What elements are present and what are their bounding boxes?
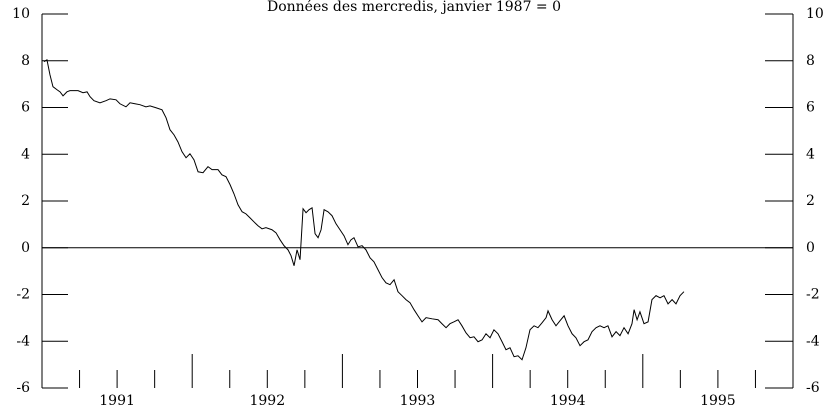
y-tick-label: 2: [21, 193, 30, 209]
y-tick-label: 6: [21, 100, 30, 116]
y-tick-label: 8: [21, 53, 30, 69]
x-tick-label: 1995: [700, 393, 736, 409]
y-tick-label: 0: [21, 240, 30, 256]
y-tick-label: -6: [16, 380, 30, 396]
y2-tick-label: 6: [806, 100, 815, 116]
y2-tick-label: -4: [806, 333, 820, 349]
data-line: [43, 59, 685, 361]
y2-tick-label: -2: [806, 287, 820, 303]
y-tick-label: -2: [16, 287, 30, 303]
x-tick-label: 1992: [249, 393, 285, 409]
x-tick-label: 1994: [550, 393, 586, 409]
y2-tick-label: -6: [806, 380, 820, 396]
x-tick-label: 1993: [400, 393, 436, 409]
chart-title: Données des mercredis, janvier 1987 = 0: [267, 0, 561, 15]
y2-tick-label: 2: [806, 193, 815, 209]
y2-tick-label: 10: [806, 6, 824, 22]
y-tick-label: 4: [21, 146, 30, 162]
y2-tick-label: 4: [806, 146, 815, 162]
y2-tick-label: 8: [806, 53, 815, 69]
y-tick-label: 10: [12, 6, 30, 22]
y2-tick-label: 0: [806, 240, 815, 256]
x-tick-label: 1991: [99, 393, 135, 409]
y-tick-label: -4: [16, 333, 30, 349]
